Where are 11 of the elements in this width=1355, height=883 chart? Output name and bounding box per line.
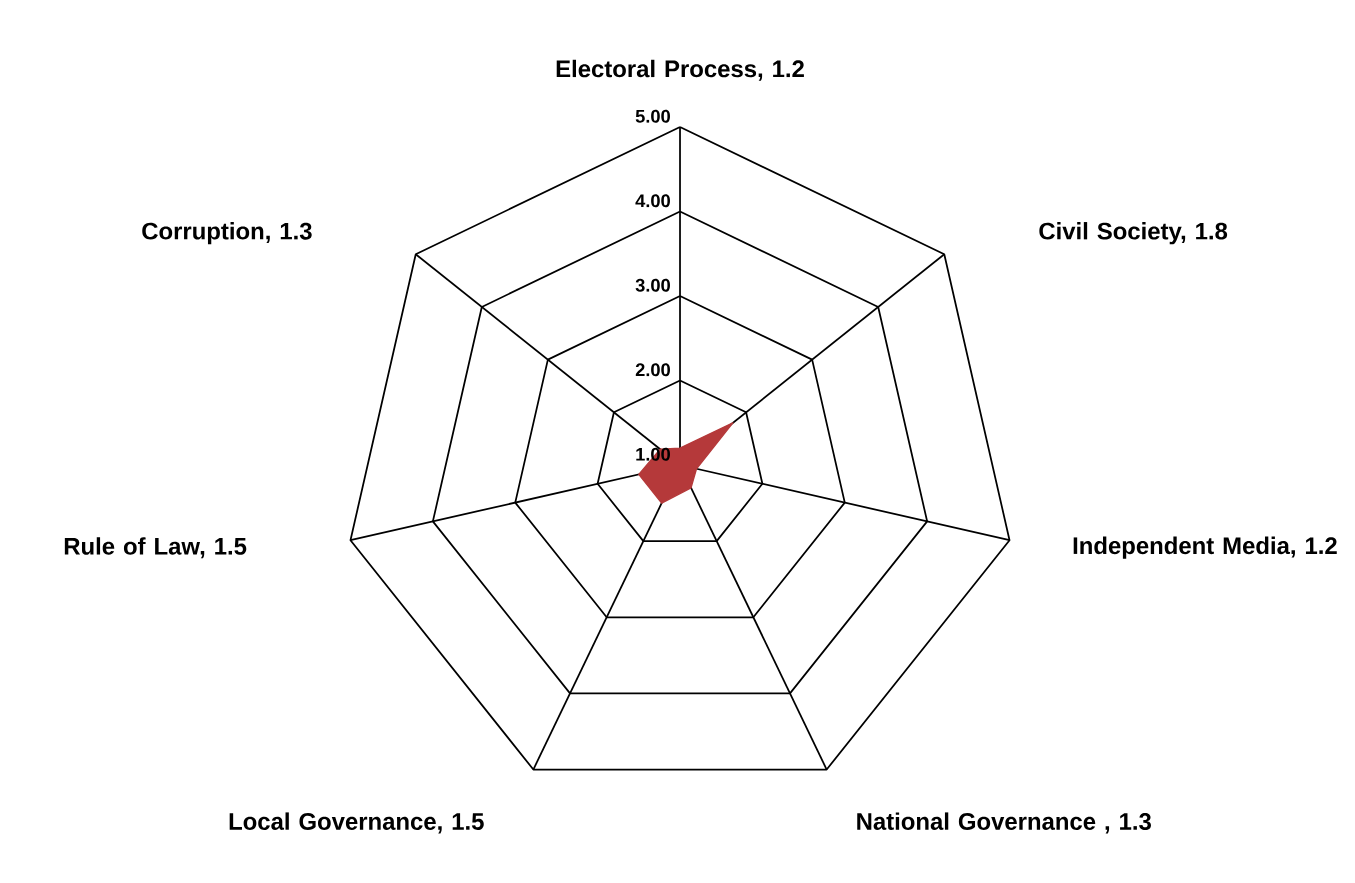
spoke-label: Civil Society, 1.8 [1039,222,1228,245]
spoke-label: Electoral Process, 1.2 [556,59,804,81]
spoke-label: National Governance , 1.3 [857,812,1151,834]
spoke-label: Independent Media, 1.2 [1073,536,1337,559]
y-tick-label: 4.00 [635,194,670,208]
y-tick-label: 3.00 [635,278,670,292]
spoke-label: Rule of Law, 1.5 [64,537,247,559]
y-tick-label: 5.00 [635,109,670,123]
spoke-label: Local Governance, 1.5 [229,812,484,834]
spoke-label: Corruption, 1.3 [142,222,312,245]
y-tick-label: 2.00 [635,363,670,377]
